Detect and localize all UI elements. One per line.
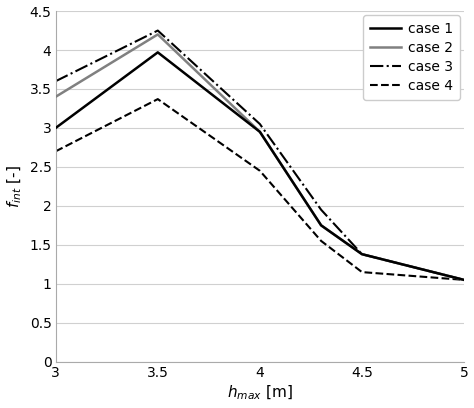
- Line: case 2: case 2: [55, 34, 464, 280]
- case 3: [155, 28, 161, 33]
- case 2: [155, 32, 161, 37]
- case 3: [461, 277, 467, 282]
- case 1: [155, 50, 161, 55]
- Line: case 4: case 4: [55, 99, 464, 280]
- case 3: [359, 252, 365, 257]
- Line: case 3: case 3: [55, 31, 464, 280]
- case 3: [257, 122, 263, 126]
- case 3: [318, 207, 324, 212]
- Y-axis label: $f_{int}$ [-]: $f_{int}$ [-]: [6, 165, 24, 208]
- case 1: [53, 126, 58, 131]
- X-axis label: $h_{max}$ [m]: $h_{max}$ [m]: [227, 384, 293, 402]
- case 4: [461, 277, 467, 282]
- case 2: [359, 252, 365, 257]
- case 2: [257, 129, 263, 134]
- Legend: case 1, case 2, case 3, case 4: case 1, case 2, case 3, case 4: [364, 15, 460, 100]
- case 4: [155, 97, 161, 102]
- case 4: [359, 270, 365, 275]
- case 1: [359, 252, 365, 257]
- case 2: [461, 277, 467, 282]
- case 4: [53, 149, 58, 154]
- case 1: [257, 129, 263, 134]
- case 1: [318, 223, 324, 228]
- case 4: [318, 239, 324, 244]
- case 4: [257, 169, 263, 173]
- case 1: [461, 277, 467, 282]
- case 2: [318, 223, 324, 228]
- case 3: [53, 79, 58, 84]
- Line: case 1: case 1: [55, 52, 464, 280]
- case 2: [53, 94, 58, 99]
